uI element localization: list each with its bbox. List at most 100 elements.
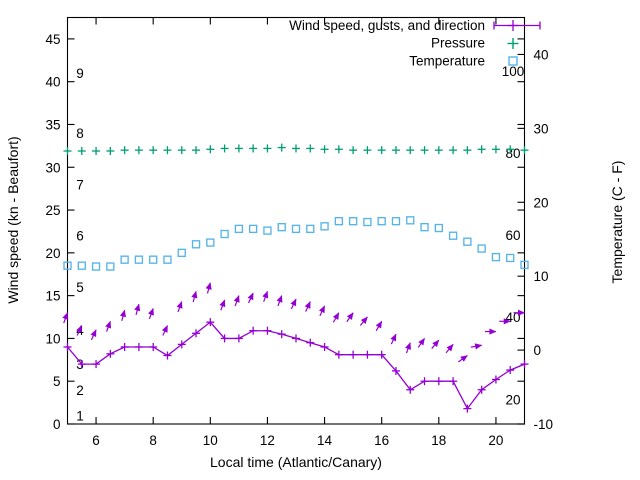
wind-speed-point (263, 326, 272, 335)
temperature-point (406, 216, 415, 225)
legend-label-temperature: Temperature (409, 54, 485, 69)
wind-direction-arrow (445, 344, 454, 354)
temperature-point (348, 217, 358, 226)
bottom-axis-title: Local time (Atlantic/Canary) (210, 454, 382, 470)
wind-speed-point (520, 360, 529, 369)
pressure-point (520, 146, 529, 155)
arrow-head-icon (474, 343, 483, 350)
right-tick-label: 20 (534, 195, 549, 210)
arrow-head-icon (360, 316, 368, 324)
wind-direction-arrow (499, 318, 511, 325)
left-tick-label: 15 (45, 289, 60, 304)
temperature-point (477, 244, 486, 253)
bottom-tick-label: 20 (488, 433, 503, 448)
temperature-series (63, 216, 529, 271)
wind-direction-arrow (470, 343, 483, 350)
pressure-point (306, 144, 315, 153)
arrow-head-icon (276, 295, 283, 303)
wind-direction-arrow (148, 308, 154, 320)
wind-direction-arrow (405, 342, 411, 354)
wind-direction-arrow (262, 290, 269, 302)
temperature-point (191, 240, 201, 249)
left-tick-label: 40 (45, 75, 60, 90)
temperature-point (234, 224, 244, 234)
wind-direction-arrow (205, 282, 212, 294)
pressure-point (92, 147, 101, 156)
bottom-tick-label: 18 (431, 433, 446, 448)
arrow-head-icon (134, 303, 141, 312)
temperature-point (263, 226, 272, 235)
arrow-head-icon (90, 329, 97, 338)
fahrenheit-label: 100 (502, 64, 525, 79)
pressure-point (234, 144, 243, 153)
wind-speed-point (491, 375, 500, 384)
wind-direction-arrow (134, 303, 141, 315)
right-tick-label: 40 (534, 47, 549, 62)
wind-direction-arrow (62, 312, 69, 324)
wind-direction-arrow (458, 355, 468, 363)
temperature-point (434, 223, 443, 233)
wind-speed-point (320, 342, 329, 351)
wind-speed-point (92, 360, 101, 369)
arrow-head-icon (446, 344, 454, 352)
arrow-head-icon (503, 318, 511, 325)
arrow-head-icon (262, 290, 269, 299)
fahrenheit-label: 20 (505, 392, 520, 407)
temperature-point (377, 217, 386, 226)
pressure-point (334, 145, 343, 154)
pressure-point (349, 146, 358, 155)
temperature-point (106, 262, 115, 271)
temperature-point (491, 252, 501, 262)
pressure-point (263, 144, 272, 153)
beaufort-label: 6 (76, 229, 84, 244)
left-tick-label: 10 (45, 331, 60, 346)
wind-direction-arrow (431, 339, 440, 349)
temperature-point (277, 222, 286, 232)
temperature-point (163, 255, 172, 264)
wind-speed-point (463, 404, 472, 413)
wind-speed-point (163, 351, 172, 360)
pressure-point (320, 145, 329, 154)
fahrenheit-label: 80 (505, 146, 520, 161)
wind-speed-point (420, 377, 429, 386)
left-tick-label: 35 (45, 117, 60, 132)
bottom-tick-label: 14 (317, 433, 333, 448)
arrow-head-icon (62, 312, 69, 320)
pressure-point (406, 146, 415, 155)
arrow-head-icon (375, 320, 382, 329)
temperature-point (463, 237, 472, 246)
temperature-point (506, 253, 515, 263)
wind-speed-series (63, 318, 529, 413)
wind-direction-arrow (359, 316, 368, 326)
wind-direction-arrow (90, 329, 97, 341)
wind-speed-point (377, 350, 386, 359)
pressure-point (192, 146, 201, 155)
arrow-head-icon (290, 298, 297, 307)
pressure-point (477, 145, 486, 154)
wind-speed-point (306, 338, 315, 347)
wind-speed-point (506, 366, 515, 375)
left-tick-label: 20 (45, 246, 60, 261)
pressure-point (506, 145, 515, 154)
arrow-head-icon (460, 355, 468, 362)
legend-marker-temperature (508, 56, 518, 66)
temperature-point (520, 260, 529, 269)
wind-direction-arrow (276, 295, 283, 307)
wind-speed-point (220, 334, 229, 343)
arrow-head-icon (489, 328, 497, 335)
bottom-tick-label: 12 (260, 433, 275, 448)
wind-speed-point (406, 385, 415, 394)
wind-speed-point (292, 334, 300, 343)
pressure-point (63, 147, 72, 156)
bottom-axis-ticks: 6 8 10 12 14 16 18 20 (92, 17, 503, 448)
right-tick-label: -10 (534, 417, 554, 432)
arrow-head-icon (432, 339, 440, 348)
wind-speed-point (177, 340, 186, 349)
arrow-head-icon (332, 312, 340, 320)
arrow-head-icon (405, 342, 411, 350)
pressure-point (77, 147, 86, 156)
legend-label-pressure: Pressure (431, 36, 485, 51)
temperature-point (334, 217, 344, 226)
